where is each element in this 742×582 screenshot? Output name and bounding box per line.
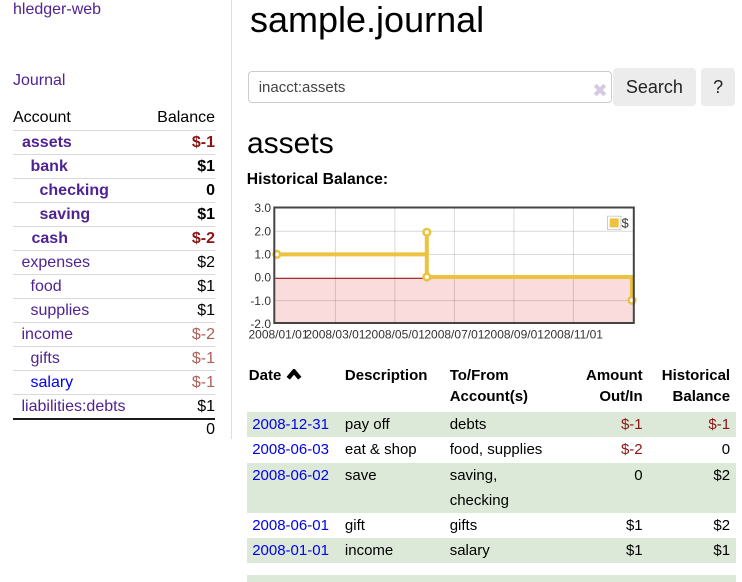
svg-text:2008/03/01: 2008/03/01	[305, 328, 365, 342]
svg-text:2008/09/01: 2008/09/01	[484, 328, 544, 342]
svg-text:2008/07/01: 2008/07/01	[424, 328, 484, 342]
svg-text:2008/01/01: 2008/01/01	[248, 328, 308, 342]
svg-text:1.0: 1.0	[254, 248, 271, 262]
svg-text:0.0: 0.0	[254, 271, 271, 285]
svg-text:2008/11/01: 2008/11/01	[544, 328, 603, 342]
svg-text:2.0: 2.0	[254, 225, 271, 239]
svg-text:$: $	[622, 215, 630, 230]
svg-text:2008/05/01: 2008/05/01	[365, 328, 425, 342]
svg-text:-1.0: -1.0	[250, 294, 271, 308]
svg-text:3.0: 3.0	[254, 201, 271, 215]
svg-text:-2.0: -2.0	[250, 317, 271, 331]
